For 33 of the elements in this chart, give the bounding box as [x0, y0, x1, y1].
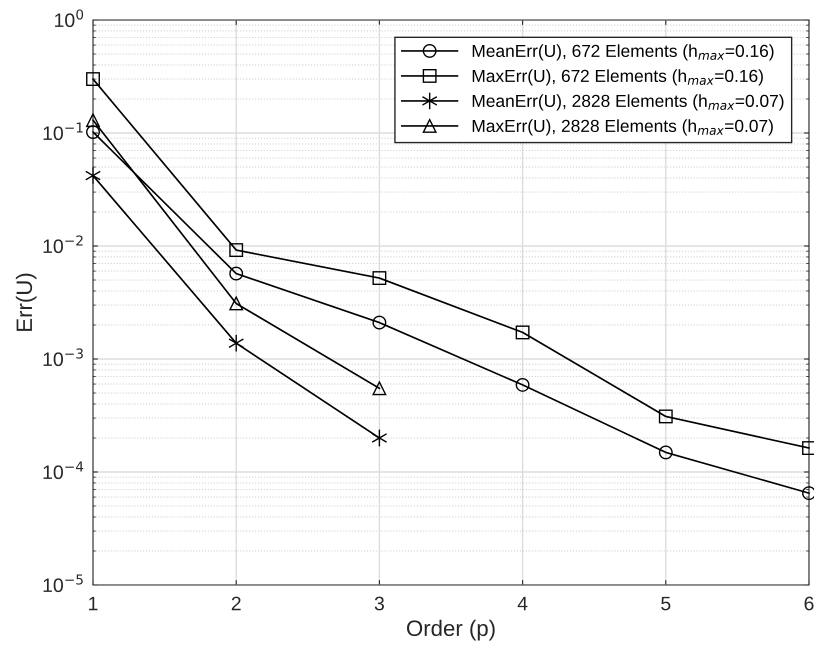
x-tick-label: 1: [89, 596, 98, 610]
y-tick-label: 10$^{−1}$: [44, 122, 83, 140]
point: [658, 410, 673, 424]
y-tick-label: 10$^{−4}$: [44, 462, 84, 480]
legend-label: MaxErr(U), 672 Elements (h$_{max}$=0.16): [472, 69, 763, 86]
point: [516, 325, 530, 340]
point: [658, 445, 673, 460]
point: [372, 316, 386, 330]
y-tick-label: 10$^{−2}$: [44, 235, 83, 254]
point: [86, 125, 100, 139]
x-axis-title: Order (p): [406, 620, 495, 641]
x-tick-label: 3: [374, 596, 384, 610]
point: [86, 113, 100, 128]
x-tick-label: 6: [804, 596, 814, 610]
legend-label: MaxErr(U), 2828 Elements (h$_{max}$=0.07): [472, 119, 773, 136]
point: [229, 296, 244, 310]
y-axis-title: Err(U): [16, 274, 37, 331]
point: [516, 378, 530, 392]
point: [228, 334, 244, 352]
point: [372, 271, 386, 286]
x-tick-label: 5: [661, 596, 670, 610]
point: [229, 266, 244, 281]
y-tick-label: 10$^{0}$: [55, 9, 84, 28]
legend-label: MeanErr(U), 2828 Elements (h$_{max}$=0.07): [472, 94, 784, 110]
x-tick-label: 2: [232, 596, 241, 610]
y-tick-label: 10$^{−5}$: [44, 574, 83, 592]
y-tick-label: 10$^{−3}$: [44, 348, 83, 366]
point: [86, 72, 100, 86]
legend-label: MeanErr(U), 672 Elements (h$_{max}$=0.16): [472, 44, 774, 60]
point: [371, 428, 388, 448]
point: [372, 381, 386, 396]
x-tick-label: 4: [518, 596, 528, 610]
point: [229, 243, 244, 258]
